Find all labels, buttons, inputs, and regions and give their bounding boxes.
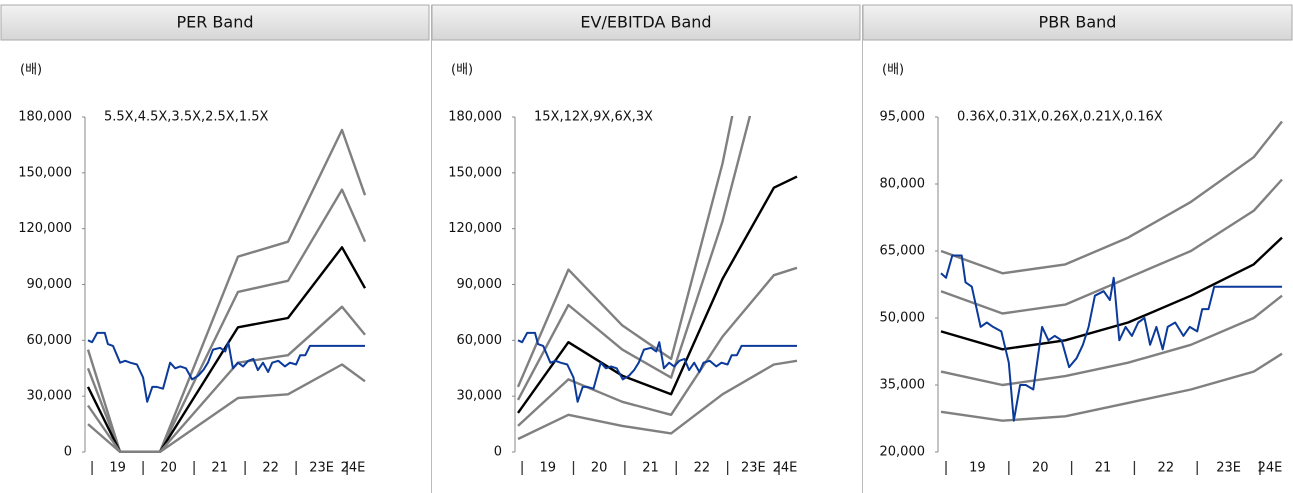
series-line — [940, 178, 1283, 315]
series-line — [86, 128, 367, 453]
x-tick-label: 22 — [1158, 461, 1175, 476]
panel-header — [431, 4, 861, 41]
panel: PER Band (배) 5.5X,4.5X,3.5X,2.5X,1.5X 0 30,0… — [0, 4, 430, 476]
series-line — [516, 116, 734, 388]
y-tick-label: 60,000 — [457, 333, 503, 348]
series-line — [940, 254, 1282, 422]
plot-area — [86, 128, 367, 453]
x-tick-label: 20 — [160, 461, 177, 476]
x-tick-label: 23E — [309, 461, 334, 476]
series-line — [86, 188, 367, 453]
y-tick-label: 30,000 — [27, 389, 73, 404]
series-line — [517, 359, 798, 441]
y-unit: (배) — [882, 63, 904, 78]
y-tick-label: 0 — [64, 445, 72, 460]
panel: EV/EBITDA Band (배) 15X,12X,9X,6X,3X 0 30,000… — [431, 4, 861, 476]
y-tick-label: 80,000 — [880, 177, 926, 192]
x-tick-label: 22 — [262, 461, 279, 476]
y-tick-label: 90,000 — [457, 277, 503, 292]
x-tick-label: 19 — [969, 461, 986, 476]
y-tick-label: 60,000 — [27, 333, 73, 348]
plot-area — [516, 116, 798, 441]
x-tick-label: 21 — [642, 461, 659, 476]
series-line — [517, 266, 798, 427]
y-tick-label: 95,000 — [880, 110, 926, 125]
panel-title: PER Band — [176, 13, 253, 32]
panel-header — [0, 4, 430, 41]
series-line — [940, 236, 1283, 351]
x-tick-label: 24E — [1258, 461, 1283, 476]
series-line — [517, 331, 797, 403]
series-line — [87, 305, 366, 453]
annotation: 5.5X,4.5X,3.5X,2.5X,1.5X — [104, 110, 269, 125]
series-line — [516, 116, 752, 401]
panel-title: EV/EBITDA Band — [580, 13, 711, 32]
x-tick-label: 19 — [540, 461, 557, 476]
annotation: 15X,12X,9X,6X,3X — [534, 110, 653, 125]
x-tick-label: 22 — [694, 461, 711, 476]
y-tick-label: 120,000 — [448, 221, 502, 236]
y-tick-label: 150,000 — [18, 165, 72, 180]
y-unit: (배) — [451, 63, 473, 78]
y-unit: (배) — [20, 63, 42, 78]
x-tick-label: 21 — [211, 461, 228, 476]
y-tick-label: 0 — [494, 445, 502, 460]
y-tick-label: 65,000 — [880, 244, 926, 259]
series-line — [940, 352, 1283, 422]
series-line — [517, 175, 798, 414]
series-line — [940, 120, 1283, 275]
panel-header — [862, 4, 1293, 41]
x-tick-label: 19 — [109, 461, 126, 476]
y-tick-label: 120,000 — [18, 221, 72, 236]
x-tick-label: 20 — [591, 461, 608, 476]
series-line — [87, 331, 365, 403]
x-tick-label: 23E — [1216, 461, 1241, 476]
x-tick-label: 24E — [341, 461, 366, 476]
y-tick-label: 180,000 — [18, 110, 72, 125]
y-tick-label: 50,000 — [880, 311, 926, 326]
x-tick-label: 24E — [773, 461, 798, 476]
series-line — [87, 363, 366, 453]
y-tick-label: 30,000 — [457, 389, 503, 404]
x-tick-label: 21 — [1095, 461, 1112, 476]
plot-area — [940, 120, 1283, 422]
series-line — [940, 294, 1283, 387]
x-tick-label: 20 — [1032, 461, 1049, 476]
y-tick-label: 90,000 — [27, 277, 73, 292]
y-tick-label: 180,000 — [448, 110, 502, 125]
y-tick-label: 35,000 — [880, 378, 926, 393]
y-tick-label: 20,000 — [880, 445, 926, 460]
panel-title: PBR Band — [1039, 13, 1117, 32]
y-tick-label: 150,000 — [448, 165, 502, 180]
annotation: 0.36X,0.31X,0.26X,0.21X,0.16X — [957, 110, 1163, 125]
x-tick-label: 23E — [741, 461, 766, 476]
panel: PBR Band (배) 0.36X,0.31X,0.26X,0.21X,0.16X… — [862, 4, 1293, 476]
